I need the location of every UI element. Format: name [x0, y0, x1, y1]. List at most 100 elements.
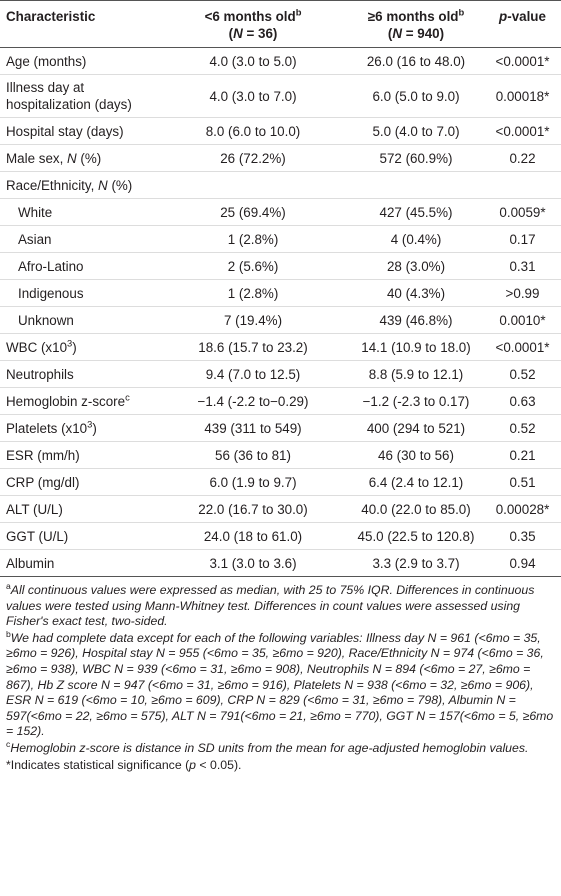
text-run: b [295, 7, 302, 18]
text-run: b [6, 628, 11, 639]
table-cell: 3.3 (2.9 to 3.7) [348, 549, 484, 577]
table-cell: 0.35 [484, 522, 561, 550]
text-run: 18.6 (15.7 to 23.2) [198, 339, 308, 355]
text-run: 439 (311 to 549) [204, 420, 302, 436]
header-line: <6 months oldb [162, 8, 344, 25]
table-row: Asian 1 (2.8%) 4 (0.4%) 0.17 [0, 225, 561, 253]
table-row: GGT (U/L) 24.0 (18 to 61.0) 45.0 (22.5 to … [0, 522, 561, 550]
table-cell [348, 171, 484, 199]
table-cell: Hemoglobin z-scorec [0, 387, 158, 415]
text-run: Race/Ethnicity, [6, 177, 99, 193]
table-cell: 45.0 (22.5 to 120.8) [348, 522, 484, 550]
table-cell: 28 (3.0%) [348, 252, 484, 280]
text-run: 3.3 (2.9 to 3.7) [372, 555, 460, 571]
text-run: 56 (36 to 81) [215, 447, 291, 463]
table-row: ALT (U/L) 22.0 (16.7 to 30.0) 40.0 (22.0 t… [0, 495, 561, 523]
table-cell: CRP (mg/dl) [0, 468, 158, 496]
text-run: 0.31 [509, 258, 536, 274]
text-run: Albumin [6, 555, 55, 571]
table-cell: Male sex, N (%) [0, 144, 158, 172]
data-table: Characteristic <6 months oldb (N = 36) ≥6 m… [0, 0, 561, 577]
text-run: WBC (x10 [6, 339, 68, 355]
table-cell: 0.21 [484, 441, 561, 469]
table-body: Age (months) 4.0 (3.0 to 5.0) 26.0 (16 to … [0, 47, 561, 577]
table-row: Afro-Latino 2 (5.6%) 28 (3.0%) 0.31 [0, 252, 561, 280]
footnotes: aAll continuous values were expressed as… [0, 577, 561, 773]
footnote: cHemoglobin z-score is distance in SD un… [6, 740, 555, 757]
table-cell: 26 (72.2%) [158, 144, 348, 172]
text-run: Age (months) [6, 53, 87, 69]
table-cell: Afro-Latino [0, 252, 158, 280]
text-run: 3.1 (3.0 to 3.6) [209, 555, 297, 571]
text-run: 400 (294 to 521) [366, 420, 466, 436]
table-cell: 46 (30 to 56) [348, 441, 484, 469]
text-run: 7 (19.4%) [223, 312, 283, 328]
table-cell: 3.1 (3.0 to 3.6) [158, 549, 348, 577]
table-cell: 0.63 [484, 387, 561, 415]
text-run: 6.4 (2.4 to 12.1) [368, 474, 464, 490]
table-cell: 26.0 (16 to 48.0) [348, 47, 484, 75]
table-cell: 0.17 [484, 225, 561, 253]
table-cell: Indigenous [0, 279, 158, 307]
text-run: 0.52 [509, 420, 536, 436]
table-cell: 6.4 (2.4 to 12.1) [348, 468, 484, 496]
table-cell: Asian [0, 225, 158, 253]
text-run: = 940) [402, 26, 445, 41]
text-run: 40 (4.3%) [386, 285, 446, 301]
text-run: Illness day at hospitalization (days) [6, 80, 132, 112]
text-run: Male sex, [6, 150, 68, 166]
text-run: ) [72, 339, 77, 355]
table-cell: 427 (45.5%) [348, 198, 484, 226]
text-run: 572 (60.9%) [379, 150, 453, 166]
text-run: ALT (U/L) [6, 501, 63, 517]
table-cell: Unknown [0, 306, 158, 334]
text-run: −1.4 (-2.2 to−0.29) [197, 393, 309, 409]
text-run: N [67, 150, 77, 166]
text-run: <6 months old [204, 9, 296, 24]
text-run: Platelets (x10 [6, 420, 88, 436]
table-cell: 25 (69.4%) [158, 198, 348, 226]
text-run: All continuous values were expressed as … [6, 583, 535, 629]
text-run: 1 (2.8%) [227, 231, 279, 247]
table-cell [158, 171, 348, 199]
table-cell: 18.6 (15.7 to 23.2) [158, 333, 348, 361]
table-cell: 5.0 (4.0 to 7.0) [348, 117, 484, 145]
header-line: ≥6 months oldb [352, 8, 480, 25]
table-row: CRP (mg/dl) 6.0 (1.9 to 9.7) 6.4 (2.4 to 1… [0, 468, 561, 496]
text-run: 8.8 (5.9 to 12.1) [368, 366, 464, 382]
text-run: 4 (0.4%) [390, 231, 442, 247]
text-run: 0.00028* [495, 501, 550, 517]
table-cell: 0.00028* [484, 495, 561, 523]
text-run: −1.2 (-2.3 to 0.17) [362, 393, 470, 409]
table-row: Hemoglobin z-scorec −1.4 (-2.2 to−0.29) −1… [0, 387, 561, 415]
table-cell: 40 (4.3%) [348, 279, 484, 307]
table-row: Albumin 3.1 (3.0 to 3.6) 3.3 (2.9 to 3.7) 0… [0, 549, 561, 577]
text-run: ( [228, 26, 234, 41]
header-row: Characteristic <6 months oldb (N = 36) ≥6 m… [0, 0, 561, 48]
text-run: 0.52 [509, 366, 536, 382]
table-cell: 0.0010* [484, 306, 561, 334]
text-run: N [233, 26, 243, 41]
table-cell: 1 (2.8%) [158, 279, 348, 307]
text-run: 0.0010* [499, 312, 546, 328]
text-run: N [392, 26, 403, 41]
table-cell: 56 (36 to 81) [158, 441, 348, 469]
text-run: Characteristic [6, 9, 96, 24]
table-cell: 14.1 (10.9 to 18.0) [348, 333, 484, 361]
text-run: 8.0 (6.0 to 10.0) [205, 123, 301, 139]
text-run: Indigenous [18, 285, 84, 301]
text-run: 3 [67, 338, 73, 349]
header-line: Characteristic [6, 8, 154, 25]
footnote: *Indicates statistical significance (p <… [6, 758, 555, 774]
text-run: 0.63 [509, 393, 536, 409]
text-run: 45.0 (22.5 to 120.8) [357, 528, 475, 544]
text-run: 4.0 (3.0 to 7.0) [209, 88, 297, 104]
text-run: 0.0059* [499, 204, 546, 220]
table-cell: 40.0 (22.0 to 85.0) [348, 495, 484, 523]
text-run: Hospital stay (days) [6, 123, 124, 139]
table-cell: White [0, 198, 158, 226]
text-run: 0.94 [509, 555, 536, 571]
table-cell: 0.94 [484, 549, 561, 577]
table-row: White 25 (69.4%) 427 (45.5%) 0.0059* [0, 198, 561, 226]
